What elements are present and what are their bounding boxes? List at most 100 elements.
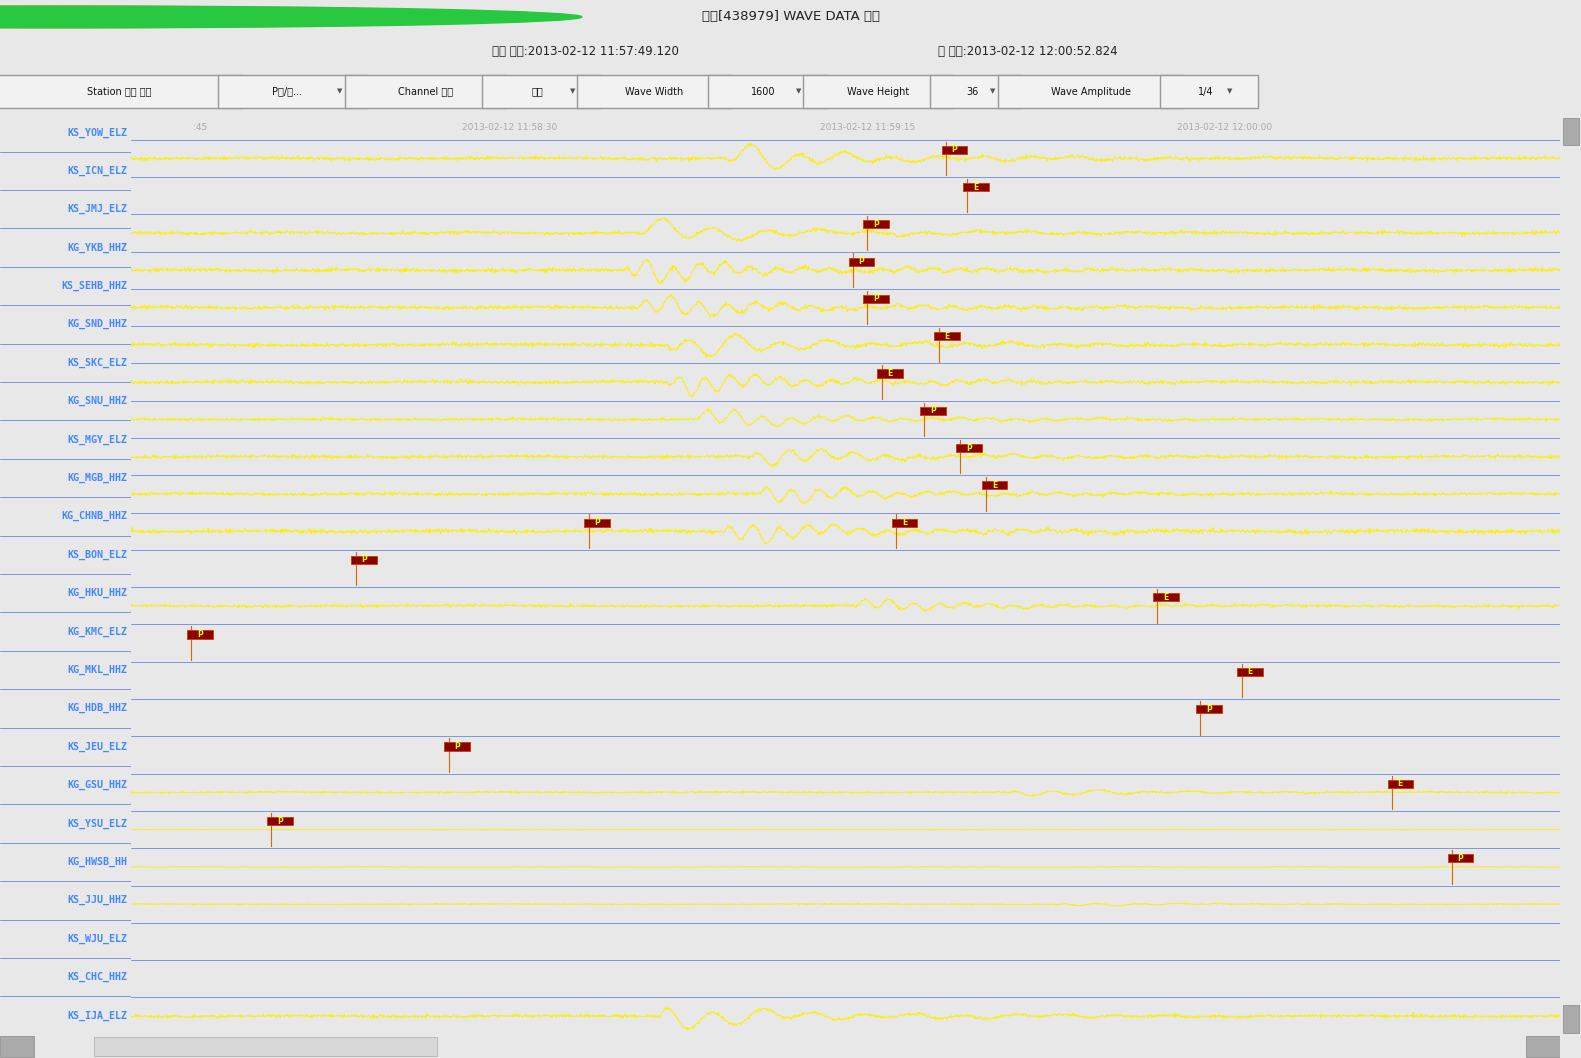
Text: KS_JJU_HHZ: KS_JJU_HHZ — [68, 895, 128, 906]
Text: P: P — [277, 817, 283, 825]
Bar — [849, 257, 874, 266]
Text: KG_HWSB_HH: KG_HWSB_HH — [68, 857, 128, 868]
Text: 2013-02-12 11:58:30: 2013-02-12 11:58:30 — [462, 123, 558, 132]
Bar — [934, 332, 960, 341]
Bar — [93, 1037, 436, 1056]
Bar — [957, 444, 982, 452]
Bar — [1562, 1005, 1579, 1033]
Text: E: E — [974, 183, 979, 191]
Text: Wave Height: Wave Height — [847, 87, 909, 96]
Bar — [1195, 705, 1222, 713]
Bar — [1448, 854, 1473, 862]
Bar — [1388, 780, 1413, 788]
Bar — [444, 743, 470, 750]
Text: KS_JMJ_ELZ: KS_JMJ_ELZ — [68, 204, 128, 215]
Text: P: P — [873, 220, 879, 229]
Text: P: P — [873, 294, 879, 304]
Bar — [267, 817, 292, 825]
Text: 시작 시간:2013-02-12 11:57:49.120: 시작 시간:2013-02-12 11:57:49.120 — [492, 45, 678, 58]
FancyBboxPatch shape — [930, 75, 1021, 108]
Bar — [187, 631, 213, 639]
FancyBboxPatch shape — [998, 75, 1184, 108]
Text: KS_YSU_ELZ: KS_YSU_ELZ — [68, 819, 128, 828]
Text: P파/전...: P파/전... — [272, 87, 302, 96]
Text: KG_HKU_HHZ: KG_HKU_HHZ — [68, 588, 128, 598]
Bar — [942, 146, 968, 153]
Bar — [351, 555, 376, 564]
FancyBboxPatch shape — [803, 75, 953, 108]
Text: KS_MGY_ELZ: KS_MGY_ELZ — [68, 435, 128, 444]
Text: 2013-02-12 12:00:00: 2013-02-12 12:00:00 — [1176, 123, 1273, 132]
Text: 2013-02-12 11:59:15: 2013-02-12 11:59:15 — [819, 123, 915, 132]
Text: E: E — [901, 518, 907, 527]
Text: 지진[438979] WAVE DATA 보기: 지진[438979] WAVE DATA 보기 — [702, 11, 879, 23]
Text: ▼: ▼ — [795, 89, 802, 94]
Text: Channel 범위: Channel 범위 — [398, 87, 452, 96]
Text: KG_KMC_ELZ: KG_KMC_ELZ — [68, 626, 128, 637]
Text: E: E — [991, 481, 998, 490]
Text: ▼: ▼ — [337, 89, 343, 94]
Bar — [1238, 668, 1263, 676]
FancyBboxPatch shape — [577, 75, 732, 108]
Text: Wave Amplitude: Wave Amplitude — [1051, 87, 1130, 96]
Text: P: P — [966, 443, 972, 453]
Circle shape — [0, 6, 558, 28]
Text: KG_YKB_HHZ: KG_YKB_HHZ — [68, 242, 128, 253]
Text: ▼: ▼ — [569, 89, 575, 94]
Text: KG_GSU_HHZ: KG_GSU_HHZ — [68, 780, 128, 790]
FancyBboxPatch shape — [345, 75, 506, 108]
Text: KS_BON_ELZ: KS_BON_ELZ — [68, 550, 128, 560]
Bar — [1526, 1036, 1560, 1057]
Text: P: P — [1458, 854, 1464, 863]
Text: KG_SNU_HHZ: KG_SNU_HHZ — [68, 396, 128, 406]
Text: Station 정렬 방식: Station 정렬 방식 — [87, 87, 152, 96]
Bar — [877, 369, 903, 378]
Text: KG_MKL_HHZ: KG_MKL_HHZ — [68, 664, 128, 675]
Text: ▼: ▼ — [990, 89, 996, 94]
Text: KS_IJA_ELZ: KS_IJA_ELZ — [68, 1010, 128, 1021]
Text: E: E — [1164, 592, 1168, 602]
Text: Wave Width: Wave Width — [626, 87, 683, 96]
Text: E: E — [887, 369, 893, 378]
Text: P: P — [952, 145, 958, 154]
Text: KS_YOW_ELZ: KS_YOW_ELZ — [68, 127, 128, 138]
Text: P: P — [858, 257, 865, 267]
Text: P: P — [930, 406, 936, 416]
Text: P: P — [454, 742, 460, 751]
Text: :45: :45 — [193, 123, 207, 132]
Text: KS_JEU_ELZ: KS_JEU_ELZ — [68, 742, 128, 752]
Text: 1/4: 1/4 — [1198, 87, 1214, 96]
Bar — [1562, 117, 1579, 145]
FancyBboxPatch shape — [482, 75, 601, 108]
Bar — [920, 406, 945, 415]
Text: KS_CHC_HHZ: KS_CHC_HHZ — [68, 972, 128, 982]
Bar — [0, 1036, 35, 1057]
Text: E: E — [945, 332, 950, 341]
Text: E: E — [1398, 780, 1402, 788]
Text: P: P — [362, 555, 367, 565]
Text: 36: 36 — [966, 87, 979, 96]
Circle shape — [0, 6, 534, 28]
Text: KG_MGB_HHZ: KG_MGB_HHZ — [68, 473, 128, 484]
Bar — [863, 295, 889, 303]
Bar — [892, 518, 917, 527]
FancyBboxPatch shape — [708, 75, 827, 108]
Text: 끝 시간:2013-02-12 12:00:52.824: 끝 시간:2013-02-12 12:00:52.824 — [938, 45, 1118, 58]
Text: P: P — [198, 631, 202, 639]
Text: E: E — [1247, 668, 1252, 676]
FancyBboxPatch shape — [1160, 75, 1258, 108]
FancyBboxPatch shape — [0, 75, 242, 108]
Text: KS_SEHB_HHZ: KS_SEHB_HHZ — [62, 280, 128, 291]
FancyBboxPatch shape — [218, 75, 368, 108]
Bar — [1153, 594, 1179, 601]
Text: KS_WJU_ELZ: KS_WJU_ELZ — [68, 933, 128, 944]
Bar — [863, 220, 889, 229]
Text: P: P — [594, 518, 601, 527]
Text: KS_SKC_ELZ: KS_SKC_ELZ — [68, 358, 128, 368]
Text: KG_HDB_HHZ: KG_HDB_HHZ — [68, 704, 128, 713]
Text: KS_ICN_ELZ: KS_ICN_ELZ — [68, 166, 128, 176]
Text: KG_SND_HHZ: KG_SND_HHZ — [68, 320, 128, 329]
Text: ▼: ▼ — [1227, 89, 1233, 94]
Bar — [585, 518, 610, 527]
Text: P: P — [1206, 705, 1211, 714]
